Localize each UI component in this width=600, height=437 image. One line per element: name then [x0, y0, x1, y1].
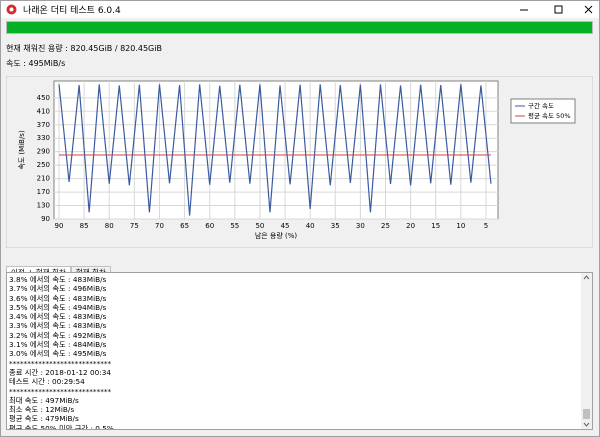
- x-tick-label: 35: [331, 222, 340, 230]
- series-line: [58, 84, 492, 216]
- x-tick-label: 25: [381, 222, 390, 230]
- log-line: ****************************: [9, 358, 112, 368]
- window-title: 나래온 더티 테스트 6.0.4: [23, 6, 121, 16]
- x-tick-label: 85: [80, 222, 89, 230]
- chart: 90 130 170 210 250 290 330 370 410 450 90 85 80 75 70 6…: [6, 76, 593, 248]
- y-tick-label: 170: [37, 188, 50, 196]
- x-tick-label: 20: [406, 222, 415, 230]
- log-line: 3.6% 에서의 속도 : 483MiB/s: [9, 293, 107, 303]
- x-tick-label: 50: [255, 222, 264, 230]
- legend-box: [510, 98, 576, 124]
- x-tick-label: 70: [155, 222, 164, 230]
- title-bar: 나래온 더티 테스트 6.0.4: [1, 1, 599, 18]
- x-tick-label: 15: [431, 222, 440, 230]
- y-tick-label: 370: [37, 121, 50, 129]
- scrollbar-parts: [583, 275, 590, 427]
- log-line: 3.1% 에서의 속도 : 484MiB/s: [9, 340, 107, 350]
- capacity-text: 현재 채워진 용량 : 820.45GiB / 820.45GiB: [6, 44, 162, 53]
- legend-label: 평균 속도 50%: [528, 111, 571, 120]
- log-line: 최대 속도 : 497MiB/s: [9, 395, 79, 405]
- log-box: 3.8% 에서의 속도 : 483MiB/s 3.7% 에서의 속도 : 496M…: [6, 272, 593, 430]
- x-tick-label: 75: [130, 222, 139, 230]
- x-tick-label: 5: [484, 222, 488, 230]
- x-axis-label: 남은 용량 (%): [255, 231, 298, 240]
- x-tick-label: 55: [230, 222, 239, 230]
- log-line: 평균 속도 50% 미만 구간 : 0.5%: [9, 423, 114, 430]
- y-axis-label: 속도 (MiB/s): [18, 130, 26, 170]
- y-tick-label: 290: [37, 148, 50, 156]
- log: 3.8% 에서의 속도 : 483MiB/s 3.7% 에서의 속도 : 496M…: [9, 275, 114, 430]
- log-line: 3.7% 에서의 속도 : 496MiB/s: [9, 284, 107, 294]
- legend-label: 구간 속도: [528, 101, 554, 110]
- speed-text: 속도 : 495MiB/s: [6, 59, 66, 68]
- progress-fill: [7, 22, 592, 33]
- log-line: 3.5% 에서의 속도 : 494MiB/s: [9, 302, 107, 312]
- x-tick-label: 45: [281, 222, 290, 230]
- log-line: 최소 속도 : 12MiB/s: [9, 405, 75, 415]
- x-tick-label: 10: [456, 222, 465, 230]
- window-controls[interactable]: [506, 3, 596, 16]
- log-line: 3.8% 에서의 속도 : 483MiB/s: [9, 275, 107, 284]
- x-tick-label: 65: [180, 222, 189, 230]
- x-tick-label: 30: [356, 222, 365, 230]
- y-tick-label: 450: [37, 94, 50, 102]
- y-tick-label: 130: [37, 202, 50, 210]
- app-icon: [6, 4, 17, 15]
- scrollbar[interactable]: [581, 273, 592, 429]
- x-tick-label: 60: [205, 222, 214, 230]
- x-tick-label: 80: [105, 222, 114, 230]
- log-line: 3.0% 에서의 속도 : 495MiB/s: [9, 349, 107, 359]
- y-tick-label: 330: [37, 134, 50, 142]
- x-tick-label: 90: [55, 222, 64, 230]
- y-tick-label: 210: [37, 175, 50, 183]
- log-line: 3.3% 에서의 속도 : 483MiB/s: [9, 321, 107, 331]
- log-line: 3.2% 에서의 속도 : 492MiB/s: [9, 330, 107, 340]
- log-line: 종료 시간 : 2018-01-12 00:34: [9, 367, 112, 377]
- y-tick-label: 90: [41, 215, 50, 223]
- progress-bar: [6, 21, 593, 34]
- y-tick-label: 410: [37, 107, 50, 115]
- x-tick-label: 40: [306, 222, 315, 230]
- plot-area: [53, 80, 499, 220]
- log-line: 테스트 시간 : 00:29:54: [9, 377, 85, 387]
- log-line: ****************************: [9, 386, 112, 396]
- y-tick-label: 250: [37, 161, 50, 169]
- log-line: 평균 속도 : 479MiB/s: [9, 414, 79, 424]
- log-line: 3.4% 에서의 속도 : 483MiB/s: [9, 312, 107, 322]
